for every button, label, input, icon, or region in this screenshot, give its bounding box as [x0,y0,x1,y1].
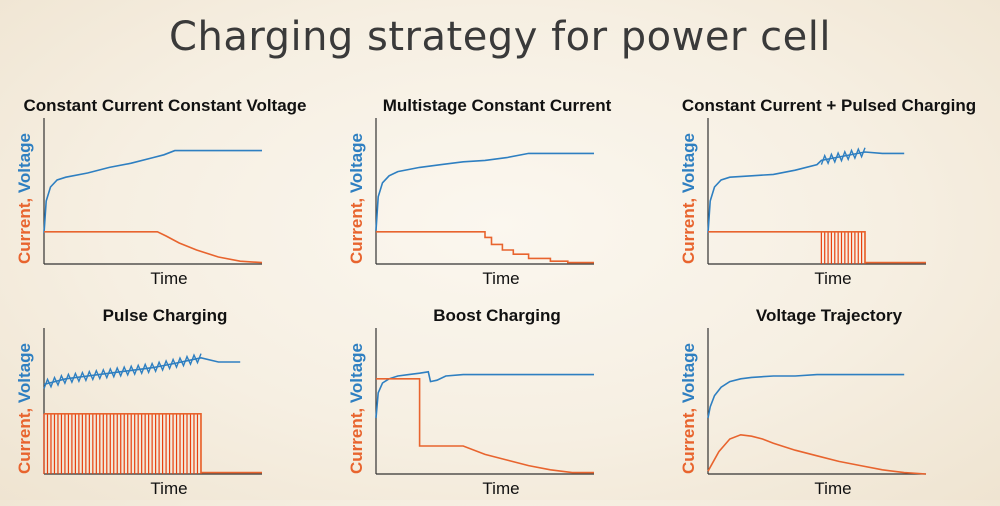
chart-panel: Multistage Constant Current Current, Volt… [332,96,662,296]
x-axis-label: Time [150,269,187,288]
chart-title: Constant Current Constant Voltage [23,96,307,115]
y-label-voltage: Voltage [15,343,34,403]
y-label-current: Current, [679,403,698,474]
voltage-line [43,149,262,234]
chart-panel: Constant Current + Pulsed Charging Curren… [664,96,994,296]
chart-svg: Current, Voltage Time [347,118,594,288]
y-axis-label: Current, Voltage [679,133,698,264]
current-line [708,231,926,264]
chart-title: Pulse Charging [102,306,228,325]
y-axis-label: Current, Voltage [347,343,366,474]
chart-panel: Pulse Charging Current, Voltage Time [0,306,330,506]
current-line [707,433,927,475]
chart-svg: Current, Voltage Time [679,118,926,288]
y-axis-label: Current, Voltage [347,133,366,264]
chart-title: Voltage Trajectory [755,306,903,325]
y-label-current: Current, [679,193,698,264]
chart-title: Multistage Constant Current [382,96,612,115]
chart-panel: Boost Charging Current, Voltage Time [332,306,662,506]
voltage-ripple [43,353,202,389]
x-axis-label: Time [814,269,851,288]
page-title: Charging strategy for power cell [169,14,831,60]
voltage-line [707,373,905,419]
chart-svg: Current, Voltage Time [15,118,263,288]
chart-panel: Voltage Trajectory Current, Voltage Time [664,306,994,506]
chart-svg: Current, Voltage Time [679,328,927,498]
y-label-voltage: Voltage [679,133,698,193]
y-label-voltage: Voltage [15,133,34,193]
y-label-current: Current, [347,403,366,474]
y-label-voltage: Voltage [347,343,366,403]
x-axis-label: Time [482,479,519,498]
y-label-current: Current, [15,403,34,474]
y-label-current: Current, [347,193,366,264]
chart-title: Boost Charging [433,306,561,325]
y-label-voltage: Voltage [679,343,698,403]
y-axis-label: Current, Voltage [15,133,34,264]
y-label-voltage: Voltage [347,133,366,193]
current-line [376,231,594,264]
voltage-line [375,152,594,231]
voltage-ripple [820,147,866,166]
voltage-line [707,151,905,234]
current-line [44,231,263,264]
y-axis-label: Current, Voltage [15,343,34,474]
y-label-current: Current, [15,193,34,264]
voltage-line [375,370,594,419]
chart-panel: Constant Current Constant Voltage Current… [0,96,330,296]
chart-title: Constant Current + Pulsed Charging [681,96,977,115]
x-axis-label: Time [814,479,851,498]
x-axis-label: Time [482,269,519,288]
chart-svg: Current, Voltage Time [15,328,262,498]
current-line [44,413,262,474]
y-axis-label: Current, Voltage [679,343,698,474]
x-axis-label: Time [150,479,187,498]
chart-svg: Current, Voltage Time [347,328,594,498]
current-line [376,378,594,474]
